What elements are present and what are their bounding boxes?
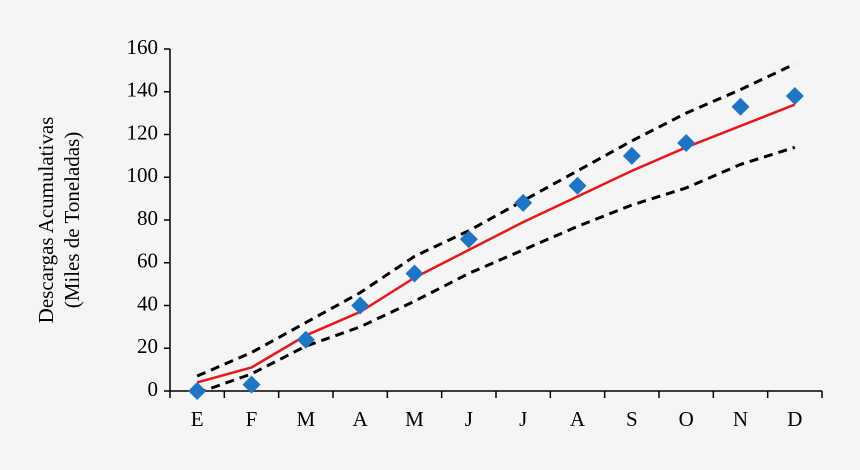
marker: [405, 264, 424, 283]
marker: [242, 375, 261, 394]
y-tick-label: 0: [148, 377, 159, 401]
marker: [731, 97, 750, 116]
y-tick-label: 20: [137, 334, 158, 358]
x-tick-label: A: [353, 407, 369, 431]
x-tick-label: M: [296, 407, 315, 431]
y-tick-label: 80: [137, 206, 158, 230]
x-tick-label: F: [246, 407, 258, 431]
x-tick-label: M: [405, 407, 424, 431]
y-axis-title: Descargas Acumulativas (Miles de Tonelad…: [34, 117, 84, 324]
series-line: [196, 103, 796, 384]
x-tick-label: D: [787, 407, 802, 431]
series-line: [196, 145, 796, 395]
y-tick-label: 40: [137, 291, 158, 315]
y-tick-label: 140: [127, 78, 159, 102]
marker: [351, 296, 370, 315]
x-tick-label: N: [733, 407, 748, 431]
y-axis-title-line: (Miles de Toneladas): [60, 132, 84, 309]
x-tick-label: E: [191, 407, 204, 431]
marker: [785, 87, 804, 106]
marker: [677, 134, 696, 153]
x-tick-label: J: [519, 407, 527, 431]
marker: [622, 146, 641, 165]
x-tick-label: S: [626, 407, 638, 431]
marker: [568, 176, 587, 195]
y-tick-label: 120: [127, 120, 159, 144]
y-tick-label: 100: [127, 163, 159, 187]
x-tick-label: O: [679, 407, 694, 431]
x-tick-label: J: [465, 407, 473, 431]
marker: [296, 330, 315, 349]
series-line: [196, 62, 796, 378]
y-tick-label: 60: [137, 249, 158, 273]
marker: [459, 230, 478, 249]
y-tick-label: 160: [127, 35, 159, 59]
y-axis-title-line: Descargas Acumulativas: [34, 117, 58, 324]
marker: [188, 382, 207, 400]
x-tick-label: A: [570, 407, 586, 431]
marker: [514, 193, 533, 212]
